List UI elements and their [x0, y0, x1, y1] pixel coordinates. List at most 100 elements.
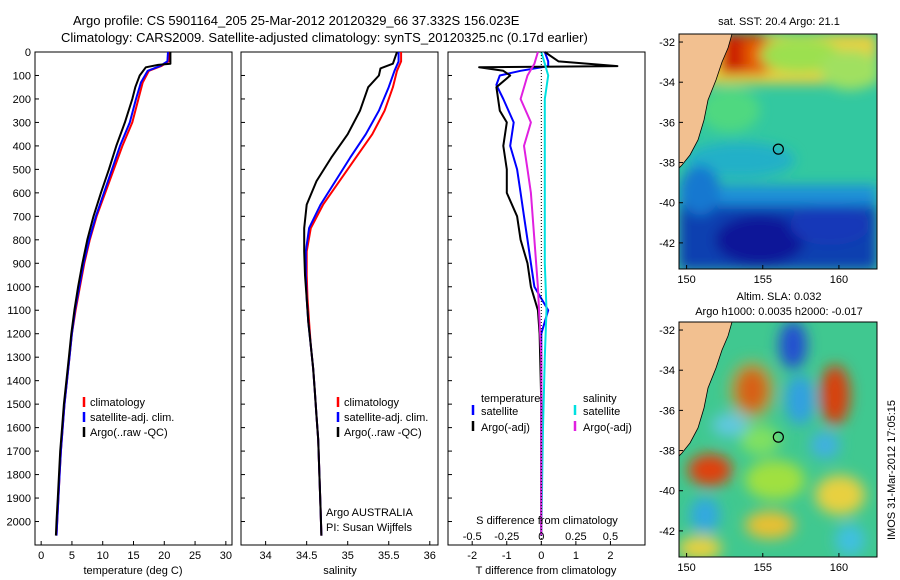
- top-tick-label: 0.25: [565, 531, 586, 543]
- temperature-plot: 0 5 10 15 20 25 30: [38, 51, 232, 562]
- map-y-tick-label: -40: [659, 198, 675, 210]
- x-tick-label: 0: [538, 550, 544, 562]
- depth-tick-label: 1400: [7, 376, 31, 388]
- depth-tick-label: 600: [13, 188, 31, 200]
- sst-map-title: sat. SST: 20.4 Argo: 21.1: [718, 16, 840, 28]
- depth-tick-label: 900: [13, 258, 31, 270]
- map-y-tick-label: -32: [659, 37, 675, 49]
- depth-tick-label: 200: [13, 94, 31, 106]
- title-line-1: Argo profile: CS 5901164_205 25-Mar-2012…: [73, 13, 520, 28]
- difference-xlabel: T difference from climatology: [476, 565, 617, 577]
- depth-tick-label: 500: [13, 164, 31, 176]
- x-tick-label: 36: [424, 550, 436, 562]
- series-line-sat: [495, 51, 550, 536]
- series-line-argo: [54, 52, 172, 536]
- x-tick-label: 20: [158, 550, 170, 562]
- salinity-xlabel: salinity: [323, 565, 357, 577]
- top-tick-label: 0: [538, 531, 544, 543]
- legend-argo: Argo(..raw -QC): [344, 427, 422, 439]
- depth-tick-label: 300: [13, 117, 31, 129]
- x-tick-label: 2: [607, 550, 613, 562]
- top-tick-label: -0.25: [494, 531, 519, 543]
- x-tick-label: 0: [38, 550, 44, 562]
- map-y-tick-label: -34: [659, 77, 675, 89]
- sst-map-axes: 150 155 160 -32 -34 -36 -38 -40 -42: [659, 37, 848, 286]
- map-y-tick-label: -36: [659, 405, 675, 417]
- x-tick-label: 15: [127, 550, 139, 562]
- map-y-tick-label: -32: [659, 325, 675, 337]
- sst-map: [679, 34, 877, 269]
- depth-tick-label: 800: [13, 235, 31, 247]
- annotation-line-2: PI: Susan Wijffels: [326, 522, 412, 534]
- x-tick-label: 30: [220, 550, 232, 562]
- depth-tick-label: 1500: [7, 399, 31, 411]
- series-line-clim: [305, 52, 403, 536]
- legend-satellite: satellite-adj. clim.: [344, 412, 428, 424]
- legend-climatology: climatology: [90, 397, 146, 409]
- depth-tick-label: 700: [13, 211, 31, 223]
- series-line-sal_argo: [519, 51, 543, 536]
- depth-tick-label: 1700: [7, 446, 31, 458]
- x-tick-label: 5: [69, 550, 75, 562]
- depth-tick-label: 1800: [7, 470, 31, 482]
- legend-title-salinity: salinity: [583, 393, 617, 405]
- salinity-panel: [240, 51, 439, 546]
- map-y-tick-label: -34: [659, 365, 675, 377]
- x-tick-label: 10: [97, 550, 109, 562]
- legend-sal-argo: Argo(-adj): [583, 422, 632, 434]
- x-tick-label: 1: [573, 550, 579, 562]
- depth-tick-label: 1600: [7, 423, 31, 435]
- series-line-argo: [478, 51, 619, 536]
- sst-map-frame: [678, 33, 878, 270]
- legend-title-temperature: temperature: [481, 393, 540, 405]
- depth-tick-label: 1000: [7, 282, 31, 294]
- x-tick-label: -2: [467, 550, 477, 562]
- map-x-tick-label: 155: [754, 274, 772, 286]
- depth-axis: 0 100 200 300 400 500 600 700 800 900 1000 1100 1200…: [7, 47, 452, 529]
- depth-tick-label: 0: [25, 47, 31, 59]
- x-tick-label: 34: [260, 550, 272, 562]
- legend-temp-satellite: satellite: [481, 406, 518, 418]
- salinity-plot: 34 34.5 35 35.5 36: [260, 51, 436, 562]
- difference-legend: temperature salinity satellite Argo(-adj…: [471, 393, 632, 434]
- map-y-tick-label: -42: [659, 526, 675, 538]
- temperature-legend: climatology satellite-adj. clim. Argo(..…: [82, 397, 174, 439]
- depth-tick-label: 1200: [7, 329, 31, 341]
- x-tick-label: 25: [189, 550, 201, 562]
- legend-satellite: satellite-adj. clim.: [90, 412, 174, 424]
- top-tick-label: 0.5: [603, 531, 618, 543]
- depth-tick-label: 1900: [7, 493, 31, 505]
- map-y-tick-label: -38: [659, 158, 675, 170]
- depth-tick-label: 2000: [7, 517, 31, 529]
- series-line-argo: [303, 51, 398, 536]
- title-line-2: Climatology: CARS2009. Satellite-adjuste…: [61, 30, 588, 45]
- sla-map-title: Altim. SLA: 0.032: [737, 291, 822, 303]
- map-y-tick-label: -38: [659, 446, 675, 458]
- difference-top-xlabel: S difference from climatology: [476, 515, 618, 527]
- series-line-sat: [55, 51, 169, 536]
- temperature-xlabel: temperature (deg C): [83, 565, 182, 577]
- depth-tick-label: 400: [13, 141, 31, 153]
- sla-map-subtitle: Argo h1000: 0.0035 h2000: -0.017: [695, 306, 863, 318]
- map-y-tick-label: -40: [659, 486, 675, 498]
- depth-tick-label: 1100: [7, 305, 31, 317]
- depth-tick-label: 1300: [7, 352, 31, 364]
- map-x-tick-label: 160: [830, 274, 848, 286]
- legend-climatology: climatology: [344, 397, 400, 409]
- top-tick-label: -0.5: [463, 531, 482, 543]
- map-x-tick-label: 155: [754, 562, 772, 574]
- depth-tick-label: 100: [13, 70, 31, 82]
- sla-map: [679, 322, 877, 557]
- map-y-tick-label: -42: [659, 238, 675, 250]
- legend-sal-satellite: satellite: [583, 406, 620, 418]
- series-line-sal_sat: [540, 51, 550, 536]
- sla-map-frame: [678, 321, 878, 558]
- map-x-tick-label: 150: [677, 274, 695, 286]
- difference-plot: -2 -1 0 1 2 -0.5 -0.25 0 0.25 0.5: [463, 51, 619, 562]
- map-x-tick-label: 160: [830, 562, 848, 574]
- series-line-clim: [55, 51, 171, 536]
- temperature-panel: [34, 51, 233, 546]
- salinity-legend: climatology satellite-adj. clim. Argo(..…: [336, 397, 428, 439]
- map-y-tick-label: -36: [659, 117, 675, 129]
